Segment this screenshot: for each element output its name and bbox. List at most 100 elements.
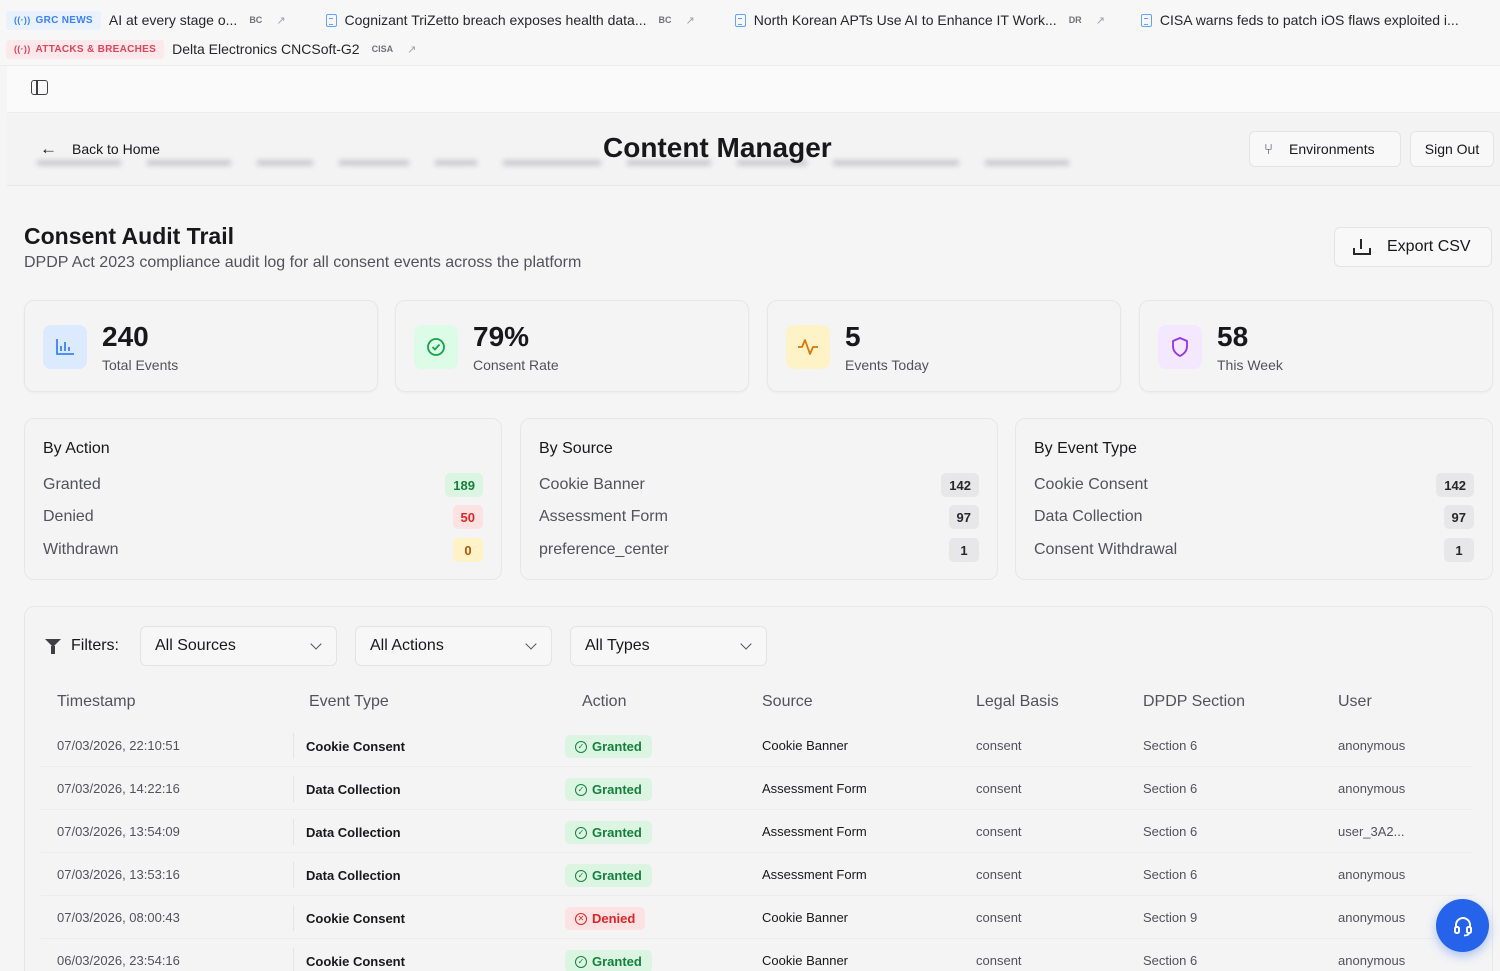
ticker-tag-label: GRC NEWS — [35, 14, 93, 26]
shield-svg — [1172, 337, 1188, 357]
breakdown-row: Denied 50 — [43, 505, 483, 529]
sign-out-button[interactable]: Sign Out — [1410, 131, 1494, 167]
cell-event-type: Cookie Consent — [293, 905, 417, 931]
column-header[interactable]: DPDP Section — [1143, 693, 1245, 710]
stat-label: Events Today — [845, 357, 929, 373]
breakdown-title: By Action — [43, 440, 110, 457]
environments-button[interactable]: ⑂ Environments — [1249, 131, 1401, 167]
section-subtitle: DPDP Act 2023 compliance audit log for a… — [24, 254, 582, 271]
page-header: ▬▬▬▬▬▬ ▬▬▬▬▬▬ ▬▬▬▬ ▬▬▬▬▬ ▬▬▬ ▬▬▬▬▬▬▬ ▬▬▬▬▬▬ ▬▬▬… — [7, 114, 1500, 186]
activity-svg — [798, 339, 818, 355]
column-header[interactable]: User — [1338, 693, 1372, 710]
breakdown-label: Withdrawn — [43, 541, 119, 558]
arrow-left-icon: ← — [40, 139, 57, 158]
ticker-item[interactable]: Delta Electronics CNCSoft-G2 CISA ↗ — [172, 41, 416, 57]
ticker-item[interactable]: Cognizant TriZetto breach exposes health… — [325, 12, 695, 28]
table-row[interactable]: 07/03/2026, 13:53:16 Data Collection ✓ Gr… — [41, 854, 1473, 896]
chevron-down-icon — [525, 638, 537, 650]
activity-icon — [786, 325, 830, 369]
cell-source: Assessment Form — [762, 867, 867, 882]
stat-card-events-today: 5 Events Today — [767, 300, 1121, 392]
column-header[interactable]: Legal Basis — [976, 693, 1059, 710]
document-icon — [325, 13, 337, 27]
cell-event-type: Cookie Consent — [293, 948, 417, 971]
breakdown-label: Data Collection — [1034, 508, 1143, 525]
check-circle-icon — [414, 325, 458, 369]
cell-dpdp-section: Section 6 — [1143, 781, 1198, 796]
nav-blur-glyph: ▬▬▬▬ — [257, 152, 313, 168]
shield-icon — [1158, 325, 1202, 369]
breakdown-label: Assessment Form — [539, 508, 668, 525]
ticker-item-source: BC — [658, 15, 672, 25]
count-badge: 97 — [948, 505, 979, 529]
cell-event-type: Data Collection — [293, 819, 413, 845]
ticker-tag-label: ATTACKS & BREACHES — [35, 43, 157, 55]
status-label: Granted — [592, 739, 642, 754]
table-row[interactable]: 07/03/2026, 08:00:43 Cookie Consent ✕ Den… — [41, 897, 1473, 939]
back-to-home-link[interactable]: ← Back to Home — [40, 140, 160, 157]
cell-event-type: Data Collection — [293, 776, 413, 802]
nav-blur-glyph: ▬▬▬▬▬▬▬ — [503, 152, 601, 168]
column-header[interactable]: Event Type — [309, 693, 389, 710]
cell-legal-basis: consent — [976, 867, 1022, 882]
chevron-down-icon — [310, 638, 322, 650]
source-filter-select[interactable]: All Sources — [140, 626, 337, 666]
ticker-item-title: Cognizant TriZetto breach exposes health… — [344, 12, 647, 28]
check-circle-icon: ✓ — [575, 955, 587, 968]
cell-legal-basis: consent — [976, 910, 1022, 925]
column-header[interactable]: Timestamp — [57, 693, 136, 710]
table-row[interactable]: 07/03/2026, 22:10:51 Cookie Consent ✓ Gra… — [41, 725, 1473, 767]
select-value: All Sources — [155, 637, 236, 654]
column-header[interactable]: Action — [582, 693, 627, 710]
cell-dpdp-section: Section 6 — [1143, 824, 1198, 839]
breakdown-row: Consent Withdrawal 1 — [1034, 538, 1474, 562]
action-filter-select[interactable]: All Actions — [355, 626, 552, 666]
check-circle-svg — [427, 338, 445, 356]
status-badge: ✓ Granted — [565, 950, 652, 971]
ticker-item[interactable]: North Korean APTs Use AI to Enhance IT W… — [734, 12, 1105, 28]
cell-dpdp-section: Section 6 — [1143, 953, 1198, 968]
cell-user: anonymous — [1338, 781, 1406, 796]
status-label: Granted — [592, 954, 642, 969]
stat-card-this-week: 58 This Week — [1139, 300, 1493, 392]
table-header: Timestamp Event Type Action Source Legal… — [41, 693, 1473, 717]
ticker-item-title: AI at every stage o... — [108, 12, 238, 28]
count-badge: 1 — [1444, 538, 1474, 562]
table-row[interactable]: 07/03/2026, 14:22:16 Data Collection ✓ Gr… — [41, 768, 1473, 810]
column-header[interactable]: Source — [762, 693, 813, 710]
cell-source: Cookie Banner — [762, 910, 848, 925]
page-title: Content Manager — [603, 132, 832, 163]
ticker-item[interactable]: CISA warns feds to patch iOS flaws explo… — [1140, 12, 1459, 28]
section-title: Consent Audit Trail — [24, 223, 234, 249]
ticker-item-source: CISA — [371, 44, 394, 54]
filters-label: Filters: — [45, 637, 119, 655]
cell-source: Assessment Form — [762, 781, 867, 796]
cell-dpdp-section: Section 6 — [1143, 867, 1198, 882]
filters-label-text: Filters: — [71, 637, 119, 654]
status-badge: ✓ Granted — [565, 864, 652, 887]
bar-chart-svg — [56, 339, 74, 355]
check-circle-icon: ✓ — [575, 740, 587, 753]
audit-log-panel: Filters: All Sources All Actions All Typ… — [24, 606, 1493, 971]
sidebar-toggle-icon[interactable] — [31, 80, 48, 95]
export-csv-button[interactable]: Export CSV — [1334, 227, 1492, 267]
ticker-item[interactable]: AI at every stage o... BC ↗ — [109, 12, 286, 28]
cell-user: anonymous — [1338, 953, 1406, 968]
support-chat-button[interactable] — [1436, 899, 1489, 952]
ticker-item-source: BC — [249, 15, 263, 25]
ticker-row-grc: ((·)) GRC NEWS AI at every stage o... BC ↗ … — [6, 7, 1481, 33]
cell-timestamp: 07/03/2026, 08:00:43 — [57, 910, 180, 925]
status-label: Denied — [592, 911, 636, 926]
breakdown-by-action: By Action Granted 189 Denied 50 Withdrawn 0 — [24, 418, 502, 580]
table-row[interactable]: 06/03/2026, 23:54:16 Cookie Consent ✓ Gra… — [41, 940, 1473, 971]
status-badge: ✓ Granted — [565, 778, 652, 801]
table-row[interactable]: 07/03/2026, 13:54:09 Data Collection ✓ Gr… — [41, 811, 1473, 853]
cell-timestamp: 06/03/2026, 23:54:16 — [57, 953, 180, 968]
ticker-item-title: Delta Electronics CNCSoft-G2 — [172, 41, 360, 57]
cell-event-type: Cookie Consent — [293, 733, 417, 759]
select-value: All Actions — [370, 637, 444, 654]
type-filter-select[interactable]: All Types — [570, 626, 767, 666]
breakdown-label: Granted — [43, 476, 101, 493]
breakdown-label: preference_center — [539, 541, 669, 558]
count-badge: 0 — [453, 538, 483, 562]
